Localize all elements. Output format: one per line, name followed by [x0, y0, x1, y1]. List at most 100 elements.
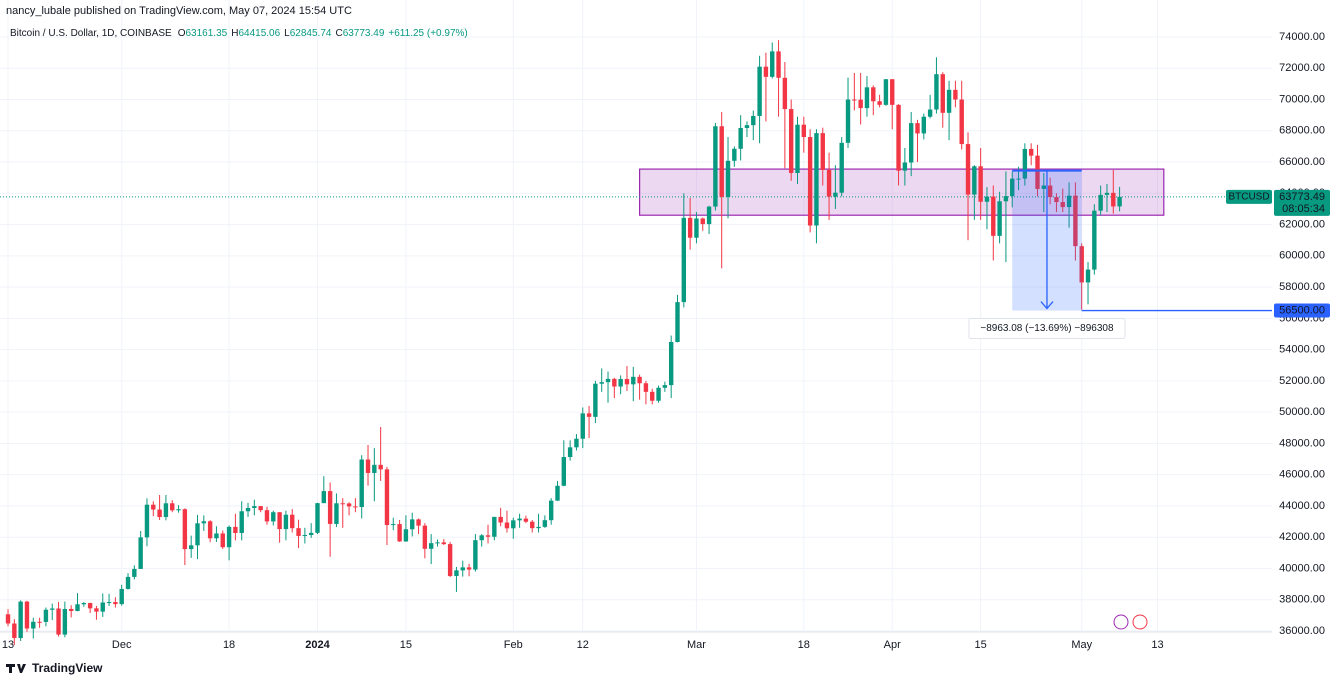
- y-tick-label: 66000.00: [1279, 156, 1325, 168]
- candle-body: [770, 51, 775, 77]
- candle-body: [37, 621, 42, 623]
- x-tick-label: 15: [400, 639, 412, 651]
- legend-key: H: [231, 28, 238, 39]
- candle-body: [732, 148, 737, 161]
- y-tick-label: 68000.00: [1279, 125, 1325, 137]
- candle-body: [1092, 210, 1097, 270]
- candle-body: [466, 567, 472, 570]
- candle-body: [833, 192, 838, 197]
- candle-body: [170, 503, 175, 511]
- candle-body: [1016, 178, 1021, 180]
- candle-body: [776, 51, 781, 78]
- candle-body: [290, 514, 295, 529]
- candle-body: [271, 512, 276, 522]
- candle-body: [460, 567, 465, 571]
- y-tick-label: 62000.00: [1279, 218, 1325, 230]
- candle-body: [327, 491, 333, 524]
- legend-key: C: [335, 28, 342, 39]
- y-tick-label: 42000.00: [1279, 531, 1325, 543]
- candle-body: [852, 99, 857, 101]
- candle-body: [239, 511, 244, 533]
- candle-body: [397, 524, 402, 542]
- candle-body: [75, 604, 80, 611]
- candle-body: [195, 523, 200, 546]
- candle-body: [624, 379, 630, 385]
- candle-body: [50, 608, 55, 610]
- candle-body: [751, 115, 756, 126]
- candle-body: [744, 125, 750, 128]
- last-price-label: 63773.49: [1279, 191, 1325, 203]
- candle-body: [820, 133, 825, 170]
- candle-body: [1010, 178, 1015, 197]
- candle-body: [681, 217, 687, 303]
- candle-body: [334, 503, 339, 524]
- candle-body: [561, 457, 567, 486]
- candle-body: [1111, 192, 1116, 207]
- candle-body: [959, 99, 964, 145]
- candle-body: [454, 570, 459, 576]
- candle-body: [233, 526, 238, 533]
- legend-value: 63773.49: [343, 28, 385, 39]
- candle-body: [245, 507, 251, 512]
- candle-body: [890, 79, 895, 105]
- candle-body: [62, 608, 68, 635]
- symbol-label: BTCUSD: [1228, 191, 1269, 202]
- candle-body: [807, 137, 813, 226]
- candle-body: [953, 89, 958, 100]
- icon: [1113, 614, 1129, 630]
- candle-body: [530, 521, 535, 529]
- candle-body: [725, 160, 731, 197]
- x-tick-label: Dec: [112, 639, 132, 651]
- candle-body: [896, 104, 901, 171]
- legend: Bitcoin / U.S. Dollar, 1D, COINBASE O6316…: [10, 28, 468, 39]
- candle-body: [201, 521, 207, 524]
- candle-body: [637, 376, 642, 384]
- candle-body: [719, 126, 724, 197]
- candle-body: [593, 383, 598, 417]
- y-tick-label: 54000.00: [1279, 344, 1325, 356]
- candle-body: [340, 503, 345, 505]
- candle-body: [536, 526, 541, 529]
- candle-body: [378, 464, 383, 470]
- candle-body: [308, 532, 314, 536]
- measure-label-box: [968, 318, 1126, 340]
- candle-body: [315, 503, 320, 533]
- candle-body: [934, 74, 939, 110]
- y-tick-label: 72000.00: [1279, 62, 1325, 74]
- candle-body: [258, 506, 263, 511]
- candle-body: [631, 376, 636, 385]
- candle-body: [391, 524, 396, 526]
- candle-body: [151, 504, 156, 510]
- measure-label: −8963.08 (−13.69%) −896308: [980, 323, 1114, 334]
- candle-body: [43, 609, 49, 622]
- candle-body: [346, 503, 352, 507]
- candle-body: [738, 127, 743, 149]
- candle-body: [12, 623, 17, 639]
- candle-body: [915, 123, 920, 134]
- candle-body: [555, 485, 560, 501]
- candle-body: [176, 509, 181, 511]
- y-tick-label: 58000.00: [1279, 281, 1325, 293]
- candle-body: [125, 576, 131, 589]
- candle-body: [157, 509, 162, 518]
- candle-body: [763, 66, 769, 77]
- logo: [6, 664, 26, 673]
- y-tick-label: 36000.00: [1279, 625, 1325, 637]
- x-tick-label: Feb: [504, 639, 523, 651]
- candle-body: [410, 519, 415, 530]
- candle-body: [302, 535, 308, 537]
- candle-body: [548, 500, 554, 521]
- candle-body: [119, 588, 124, 605]
- candle-body: [207, 521, 213, 539]
- candle-body: [643, 383, 649, 392]
- candle-body: [1098, 194, 1103, 211]
- candle-body: [1060, 202, 1065, 208]
- candle-body: [542, 520, 548, 527]
- candle-body: [81, 603, 87, 605]
- candle-body: [858, 99, 863, 109]
- x-tick-label: May: [1071, 639, 1092, 651]
- candle-body: [68, 608, 74, 611]
- candle-body: [984, 196, 990, 202]
- candle-body: [144, 504, 150, 538]
- candle-body: [31, 621, 36, 629]
